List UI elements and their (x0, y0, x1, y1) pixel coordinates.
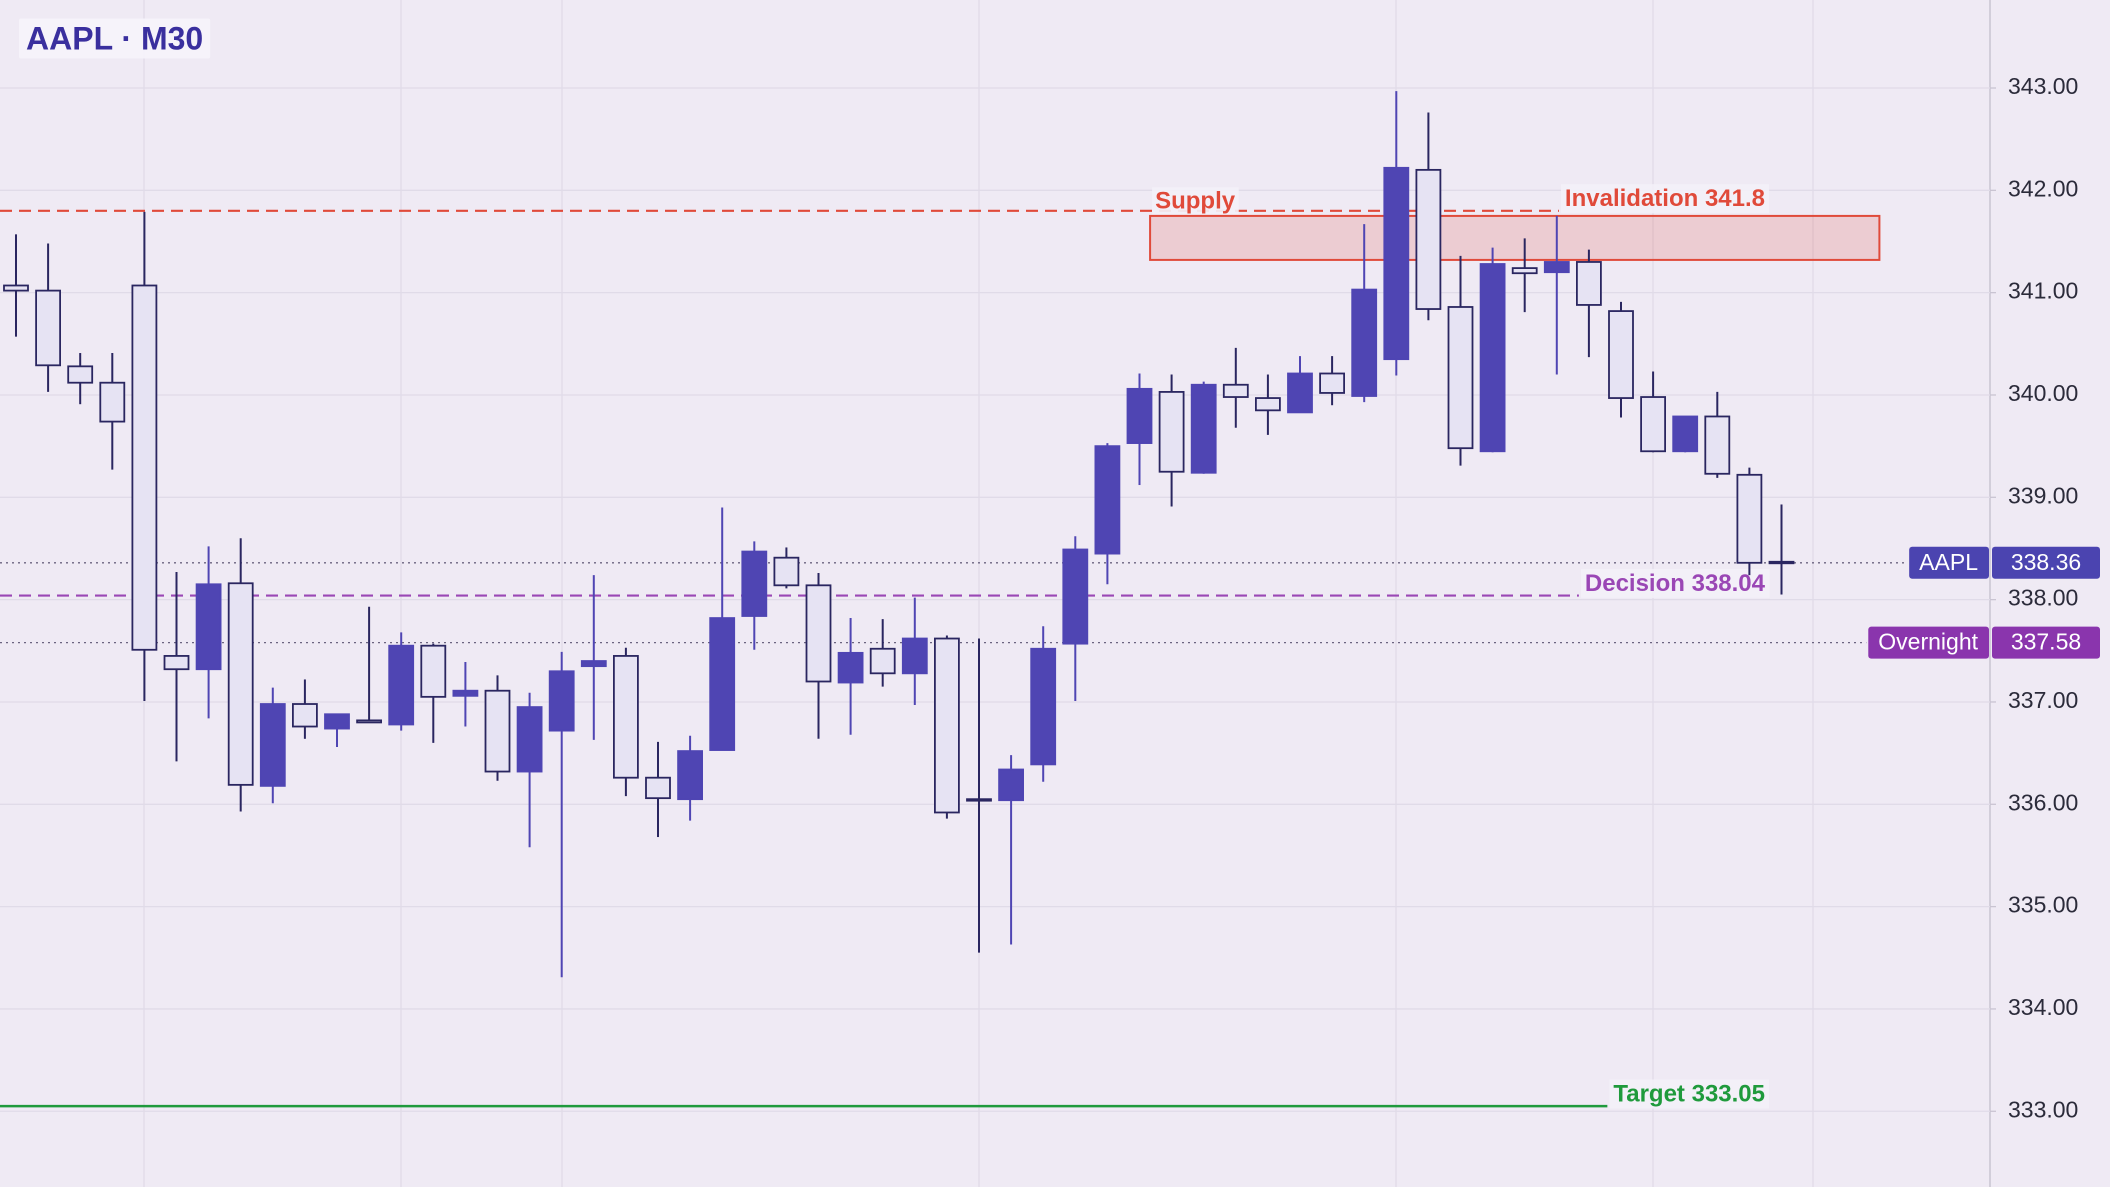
candle-body (388, 644, 415, 726)
candle-body (645, 776, 671, 800)
candle-body (356, 719, 383, 724)
badge-value: 337.58 (2011, 629, 2081, 655)
badge-value-bg (1992, 626, 2100, 659)
candle-body (420, 644, 447, 698)
candle-body (1319, 372, 1345, 394)
candle-body (131, 284, 158, 651)
candle-body (709, 617, 736, 751)
candle-body (1736, 473, 1763, 564)
candle-body (966, 798, 992, 802)
title-bg (19, 18, 211, 59)
level-label: Decision 338.04 (1585, 570, 1766, 597)
level-label-bg (1580, 568, 1770, 598)
candle-body (1672, 415, 1699, 453)
candle-body (1255, 397, 1281, 412)
candle-body (1447, 306, 1474, 450)
y-tick-label: 341.00 (2008, 278, 2078, 304)
price-badge: 338.36 AAPL (1909, 546, 2100, 579)
candle-body (548, 670, 575, 732)
y-tick-label: 340.00 (2008, 380, 2078, 406)
badge-label-bg (1909, 546, 1989, 579)
candle-body (580, 660, 607, 668)
y-tick-label: 333.00 (2008, 1096, 2078, 1122)
candle-body (613, 655, 639, 779)
candle-body (195, 583, 222, 671)
candle-body (837, 651, 864, 684)
chart-title: AAPL · M30 (26, 20, 203, 56)
candle-body (1287, 372, 1313, 414)
price-badge: 337.58 Overnight (1868, 626, 2100, 659)
candle-body (805, 584, 832, 683)
candle-body (1511, 267, 1538, 275)
candle-body (934, 637, 960, 814)
badge-value: 338.36 (2011, 549, 2081, 575)
candle-body (291, 703, 318, 728)
candle-body (163, 655, 190, 671)
candle-body (1543, 261, 1570, 274)
level-label-bg (1609, 1079, 1769, 1109)
candle-body (869, 647, 896, 675)
candle-body (484, 689, 511, 773)
y-tick-label: 343.00 (2008, 73, 2078, 99)
badge-label: Overnight (1878, 629, 1978, 655)
zone-label: Supply (1155, 187, 1236, 214)
y-tick-label: 339.00 (2008, 482, 2078, 508)
candle-body (1030, 647, 1057, 766)
candle-body (773, 556, 800, 587)
level-label: Target 333.05 (1613, 1081, 1765, 1108)
candle-body (1479, 263, 1506, 453)
candle-body (1415, 168, 1442, 310)
candle-body (1062, 548, 1089, 645)
candle-body (998, 768, 1024, 802)
y-tick-label: 337.00 (2008, 687, 2078, 713)
badge-label-bg (1868, 626, 1989, 659)
candle-body (1158, 391, 1185, 473)
candle-body (1126, 387, 1153, 444)
candle-body (3, 284, 29, 292)
candle-body (1190, 383, 1217, 474)
candle-body (1576, 261, 1602, 306)
level-label-bg (1560, 184, 1769, 214)
badge-value-bg (1992, 546, 2100, 579)
candle-body (1094, 445, 1121, 555)
candle-body (1383, 166, 1410, 361)
candle-body (677, 750, 703, 801)
y-tick-label: 338.00 (2008, 585, 2078, 611)
candle-body (516, 706, 543, 773)
candle-body (227, 582, 254, 786)
candle-body (67, 365, 94, 384)
y-tick-label: 342.00 (2008, 175, 2078, 201)
candle-body (1768, 560, 1795, 565)
candle-body (1351, 288, 1378, 397)
y-tick-label: 335.00 (2008, 892, 2078, 918)
badge-label: AAPL (1919, 549, 1978, 575)
candle-body (99, 381, 126, 423)
level-label: Invalidation 341.8 (1565, 185, 1765, 212)
candle-body (324, 713, 350, 730)
candle-body (1608, 310, 1634, 399)
y-tick-label: 334.00 (2008, 994, 2078, 1020)
candle-body (901, 637, 928, 675)
zone-label-bg (1152, 187, 1239, 215)
supply-zone (1149, 214, 1881, 261)
candle-body (259, 703, 286, 787)
candle-body (1704, 415, 1731, 475)
y-tick-label: 336.00 (2008, 789, 2078, 815)
candle-body (35, 289, 61, 367)
candle-body (741, 550, 768, 617)
candle-body (1222, 383, 1249, 398)
candle-body (452, 689, 479, 697)
candle-body (1640, 396, 1666, 453)
